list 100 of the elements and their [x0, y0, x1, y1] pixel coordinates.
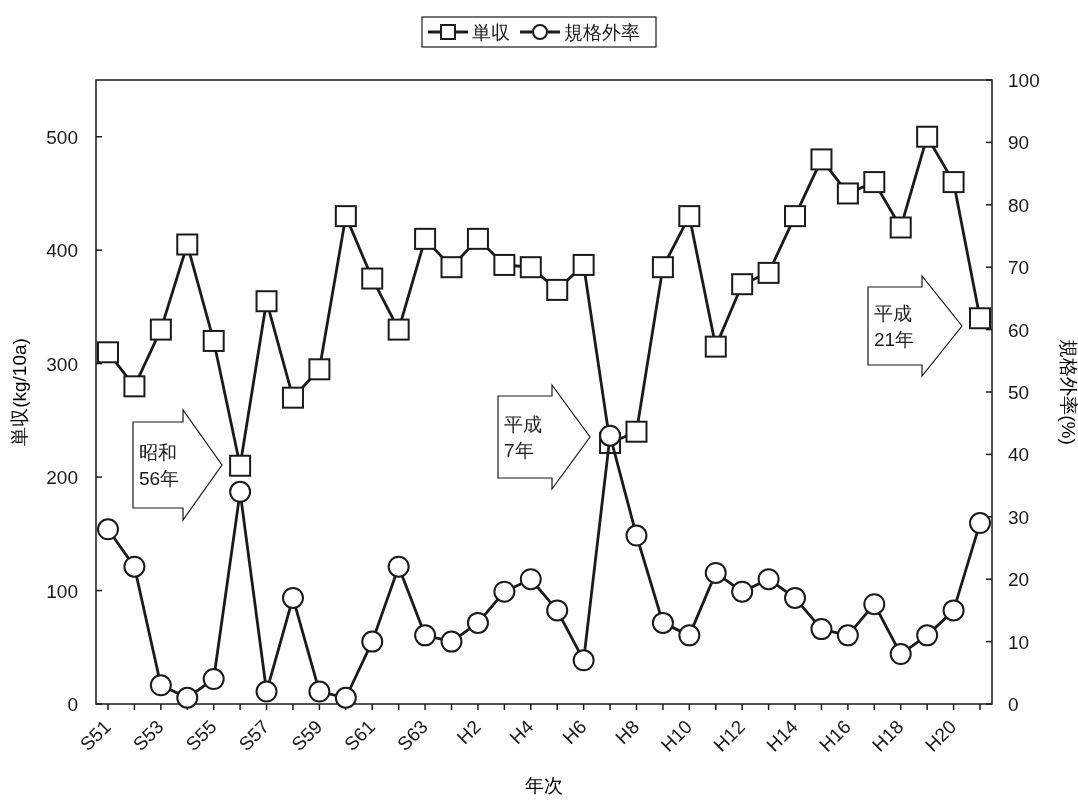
- annotation: 平成 7年: [504, 414, 542, 461]
- point: [123, 555, 146, 578]
- x-tick-label: S53: [128, 715, 168, 755]
- x-tick-label: S51: [76, 715, 115, 755]
- x-tick-label: H12: [709, 715, 750, 756]
- x-axis-title: 年次: [525, 775, 563, 796]
- point: [414, 227, 437, 250]
- point: [942, 599, 965, 622]
- y-axis-title: 単収(kg/10a): [9, 338, 30, 446]
- point: [466, 227, 489, 250]
- legend-label: 規格外率: [564, 22, 640, 43]
- point: [308, 358, 331, 381]
- point: [123, 375, 146, 398]
- y2-tick-label: 90: [1008, 132, 1030, 154]
- point: [678, 624, 701, 647]
- point: [229, 480, 252, 503]
- point: [361, 630, 384, 653]
- x-tick-label: H16: [815, 715, 855, 756]
- annotation: 昭和 56年: [139, 442, 180, 489]
- x-tick-label: H8: [611, 715, 644, 749]
- point: [202, 329, 225, 352]
- point: [334, 686, 357, 709]
- point: [519, 256, 542, 279]
- point: [176, 233, 199, 256]
- x-tick-label: S55: [181, 715, 221, 755]
- x-tick-label: H6: [558, 715, 591, 749]
- point: [810, 618, 833, 641]
- point: [229, 454, 252, 477]
- y-tick-label: 200: [46, 467, 78, 489]
- x-tick-label: S63: [393, 715, 432, 755]
- y-tick-label: 100: [46, 580, 78, 602]
- point: [651, 256, 674, 279]
- point: [176, 686, 199, 709]
- point: [572, 649, 595, 672]
- y2-tick-label: 30: [1008, 506, 1030, 528]
- y-tick-label: 500: [46, 126, 78, 148]
- y-tick-label: 400: [46, 240, 78, 262]
- point: [255, 680, 278, 703]
- annotation: 平成 21年: [874, 303, 915, 350]
- point: [414, 624, 437, 647]
- point: [836, 182, 859, 205]
- y2-tick-label: 50: [1008, 382, 1030, 403]
- point: [731, 273, 754, 296]
- x-tick-label: H14: [762, 715, 803, 756]
- point: [889, 216, 912, 239]
- y2-tick-label: 80: [1008, 194, 1030, 216]
- y-tick-label: 0: [67, 694, 78, 715]
- point: [334, 205, 357, 228]
- point: [440, 256, 463, 279]
- point: [651, 611, 674, 634]
- point: [493, 253, 516, 276]
- y-tick-label: 300: [46, 353, 78, 375]
- y2-tick-label: 100: [1008, 70, 1040, 91]
- point: [572, 253, 595, 276]
- point: [916, 624, 939, 647]
- point: [969, 307, 991, 330]
- point: [281, 386, 304, 409]
- x-tick-label: S57: [234, 715, 274, 755]
- point: [97, 518, 119, 541]
- y2-tick-label: 20: [1008, 569, 1030, 591]
- point: [149, 318, 172, 341]
- point: [757, 261, 780, 284]
- y2-tick-label: 60: [1008, 319, 1030, 341]
- point: [889, 643, 912, 666]
- x-tick-label: H18: [868, 715, 908, 756]
- point: [281, 586, 304, 609]
- x-tick-label: H20: [920, 715, 961, 756]
- y2-tick-label: 70: [1008, 257, 1030, 279]
- point: [387, 555, 410, 578]
- x-tick-label: H2: [452, 715, 485, 749]
- point: [625, 524, 648, 547]
- point: [546, 278, 569, 301]
- point: [546, 599, 569, 622]
- point: [969, 512, 991, 535]
- point: [836, 624, 859, 647]
- point: [678, 205, 701, 228]
- point: [149, 674, 172, 697]
- point: [387, 318, 410, 341]
- point: [704, 335, 727, 358]
- point: [704, 561, 727, 584]
- point: [810, 148, 833, 171]
- x-tick-label: S61: [340, 715, 380, 755]
- point: [916, 125, 939, 148]
- point: [97, 341, 119, 364]
- point: [784, 586, 807, 609]
- x-tick-label: H10: [656, 715, 697, 756]
- y2-tick-label: 0: [1008, 694, 1019, 715]
- point: [519, 568, 542, 591]
- legend-label: 単収: [472, 22, 510, 43]
- point: [440, 630, 463, 653]
- y2-tick-label: 40: [1008, 444, 1030, 466]
- y2-tick-label: 10: [1008, 631, 1030, 653]
- point: [863, 171, 886, 194]
- point: [757, 568, 780, 591]
- point: [493, 580, 516, 603]
- point: [466, 611, 489, 634]
- point: [942, 171, 965, 194]
- point: [625, 420, 648, 443]
- x-tick-label: H4: [505, 715, 538, 749]
- point: [863, 593, 886, 616]
